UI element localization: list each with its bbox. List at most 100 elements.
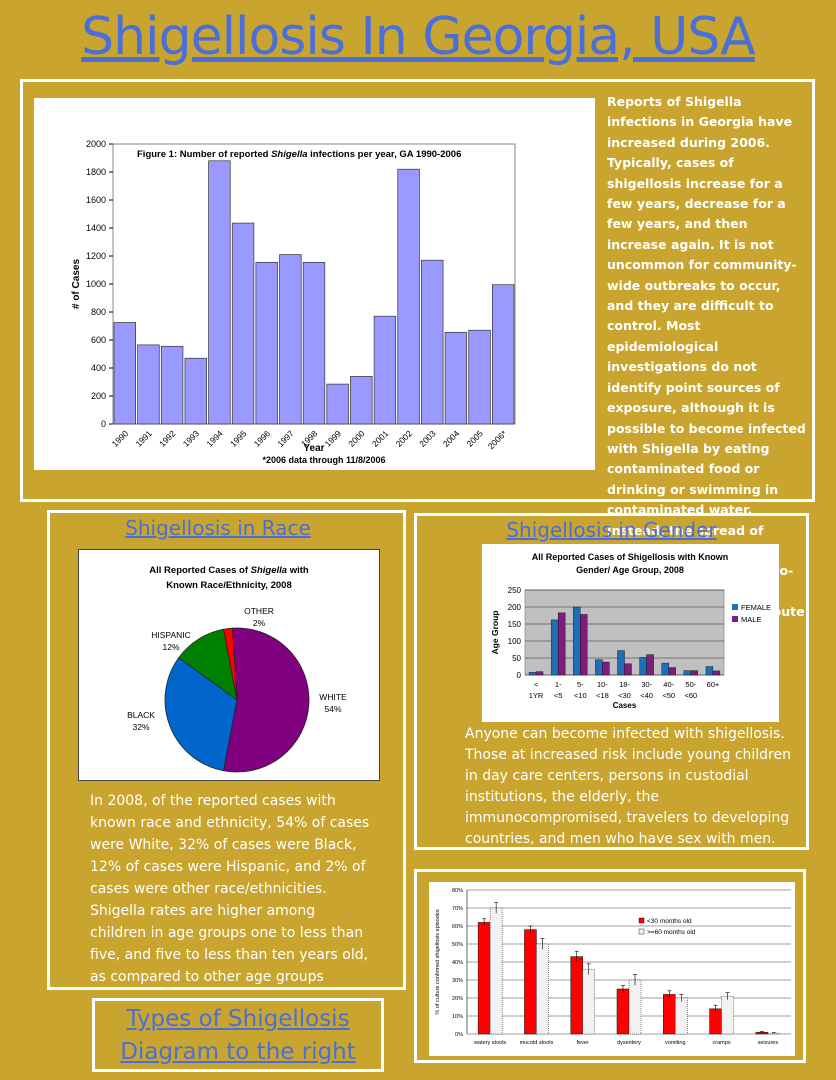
bar (468, 329, 491, 425)
bar (302, 261, 326, 425)
y-axis-label: # of Cases (71, 259, 82, 309)
y-tick-label: 400 (91, 363, 106, 373)
gender-chart-frame: All Reported Cases of Shigellosis with K… (482, 544, 779, 722)
x-tick-label: 40- (663, 680, 674, 689)
pie-slice-label: BLACK (127, 710, 155, 720)
x-tick-label: dysentery (617, 1040, 641, 1046)
bar (616, 988, 630, 1035)
x-tick-label: 60+ (707, 680, 720, 689)
x-tick-label: 1995 (228, 428, 249, 449)
bar (617, 650, 625, 676)
x-axis-label: Cases (613, 701, 637, 710)
race-section-title: Shigellosis in Race (125, 516, 311, 540)
bar (489, 907, 503, 1035)
x-tick-label: 18- (619, 680, 630, 689)
y-tick-label: 60% (452, 924, 463, 930)
x-tick-label: 2005 (464, 428, 485, 449)
gender-panel: Shigellosis in Gender All Reported Cases… (414, 513, 809, 850)
gender-chart-title-line1: All Reported Cases of Shigellosis with K… (532, 552, 729, 562)
annual-chart-frame: 0 200 400 600 800 1000 1200 1400 1600 1800 2000 199… (34, 98, 595, 470)
bar (602, 661, 610, 676)
y-tick-label: 200 (91, 391, 106, 401)
y-tick-label: 1400 (86, 223, 106, 233)
x-tick-label: <60 (684, 691, 697, 700)
x-tick-label: 1991 (133, 428, 154, 449)
chart-title: Figure 1: Number of reported Shigella in… (137, 149, 461, 160)
types-title-line2: Diagram to the right (120, 1039, 356, 1065)
y-tick-label: 250 (508, 586, 522, 595)
x-tick-label: <18 (596, 691, 609, 700)
y-tick-label: 70% (452, 906, 463, 912)
x-tick-label: <50 (662, 691, 675, 700)
y-tick-label: 0 (101, 419, 106, 429)
x-tick-label: 2002 (394, 428, 415, 449)
x-tick-label: mucoid stools (520, 1040, 554, 1046)
bar (397, 168, 420, 425)
bar (255, 261, 278, 425)
x-tick-label: 1993 (181, 428, 202, 449)
y-tick-label: 50% (452, 942, 463, 948)
bar (535, 671, 544, 676)
x-tick-label: < (534, 680, 539, 689)
y-tick-label: 30% (452, 978, 463, 984)
bar (444, 331, 468, 425)
x-tick-label: 2003 (417, 428, 438, 449)
bar (524, 929, 537, 1035)
y-tick-label: 1000 (86, 279, 106, 289)
bar (421, 259, 444, 425)
bar (668, 667, 676, 676)
bar (137, 344, 160, 425)
y-tick-label: 800 (91, 307, 106, 317)
y-tick-label: 50 (512, 654, 521, 663)
x-tick-label: seizures (758, 1040, 779, 1046)
legend-swatch (638, 928, 645, 935)
legend-label: >=60 months old (647, 929, 696, 936)
y-tick-label: 2000 (86, 139, 106, 149)
pie-slice (223, 627, 238, 701)
x-tick-label: <40 (640, 691, 653, 700)
x-tick-label: 1996 (252, 428, 273, 449)
pie-slice-label: HISPANIC (151, 630, 191, 640)
legend-swatch (638, 917, 645, 924)
bar (492, 284, 515, 425)
bar (477, 922, 491, 1035)
symptoms-panel: 0% 10% 20% 30% 40% 50% 60% 70% 80% watery stools m… (414, 869, 806, 1063)
legend-swatch (732, 616, 738, 622)
x-tick-label: 1999 (323, 428, 344, 449)
x-tick-label: 5- (577, 680, 584, 689)
pie-slice-pct: 12% (162, 642, 179, 652)
pie-slice (164, 657, 238, 772)
y-tick-label: 1600 (86, 195, 106, 205)
x-tick-label: 1YR (529, 691, 544, 700)
bar (570, 956, 583, 1035)
race-pie-chart: All Reported Cases of Shigella with Known… (127, 565, 347, 773)
bar (675, 997, 688, 1035)
bar (113, 322, 136, 425)
bar (350, 376, 373, 425)
bar (184, 357, 207, 425)
chart-footnote: *2006 data through 11/8/2006 (262, 455, 385, 465)
x-tick-label: 2001 (370, 428, 391, 449)
legend-label: FEMALE (741, 603, 771, 612)
bar (550, 619, 559, 676)
bar (624, 663, 632, 676)
pie-slice-pct: 54% (324, 704, 341, 714)
bar (373, 315, 397, 425)
bar (663, 994, 676, 1035)
symptoms-chart-frame: 0% 10% 20% 30% 40% 50% 60% 70% 80% watery stools m… (429, 882, 795, 1056)
gender-text: Anyone can become infected with shigello… (465, 726, 791, 847)
y-axis-label: % of culture confirmed shigellosis episo… (435, 909, 441, 1014)
bar (160, 345, 184, 425)
pie-title-line1: All Reported Cases of Shigella with (149, 565, 309, 576)
bar (683, 670, 692, 676)
x-tick-label: <10 (574, 691, 587, 700)
bar (231, 222, 255, 425)
x-tick-label: 10- (597, 680, 608, 689)
bar (528, 672, 537, 676)
x-tick-label: 1992 (157, 428, 178, 449)
symptoms-bar-chart: 0% 10% 20% 30% 40% 50% 60% 70% 80% watery stools m… (435, 888, 791, 1046)
bar (279, 254, 302, 425)
bar (208, 160, 231, 425)
x-tick-label: 1994 (204, 428, 225, 449)
bar (709, 1008, 722, 1035)
